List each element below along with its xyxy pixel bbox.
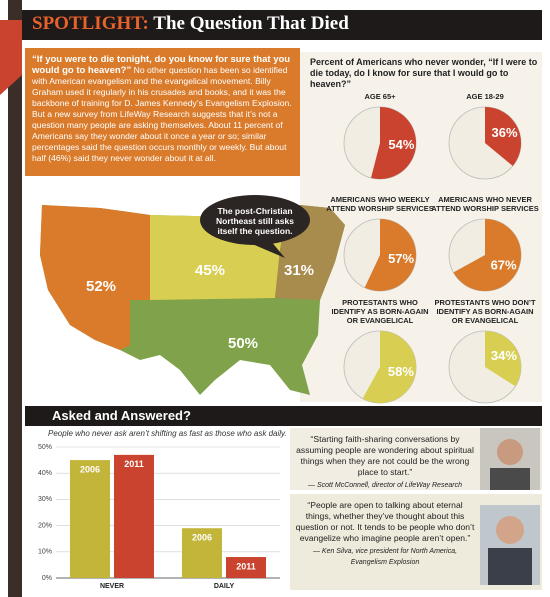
callout-bubble [200, 195, 310, 245]
map-label: 50% [228, 335, 259, 352]
bar-series-label: 2006 [80, 464, 100, 474]
y-tick-label: 40% [38, 470, 52, 477]
bar-series-label: 2011 [124, 459, 144, 469]
pie-slice [371, 107, 416, 179]
y-tick-label: 30% [38, 496, 52, 503]
intro-lead: “If you were to die tonight, do you know… [32, 54, 291, 76]
pie-label: 36% [492, 125, 518, 140]
intro-box [25, 48, 300, 176]
pie-slice [362, 331, 416, 403]
pie-label: 57% [388, 251, 414, 266]
pie-title: AGE 18-29 [466, 92, 504, 101]
pie-title: PROTESTANTS WHO DON’T IDENTIFY AS BORN-A… [434, 298, 536, 325]
quote-text: “People are open to talking about eterna… [295, 500, 475, 543]
photo-face [496, 516, 524, 544]
x-tick-label: NEVER [100, 583, 124, 590]
bar [114, 454, 154, 578]
bar [182, 528, 222, 578]
section-band [25, 406, 542, 426]
header-title: The Question That Died [153, 13, 349, 34]
pie-slice [364, 218, 417, 291]
quote: “People are open to talking about eterna… [295, 500, 475, 568]
map-label: 45% [195, 262, 226, 279]
pies-heading: Percent of Americans who never wonder, “… [310, 57, 538, 89]
pie-slice [485, 107, 521, 166]
chart-subtitle: People who never ask aren’t shifting as … [48, 429, 287, 438]
bar [70, 460, 110, 578]
pie-label: 58% [388, 364, 414, 379]
header-spotlight: SPOTLIGHT: [32, 13, 149, 34]
map-label: 31% [284, 262, 315, 279]
pie-title: AGE 65+ [364, 92, 396, 101]
quote-text: “Starting faith-sharing conversations by… [296, 434, 474, 477]
pie-label: 34% [491, 348, 517, 363]
x-tick-label: DAILY [214, 583, 235, 590]
header: SPOTLIGHT: The Question That Died [32, 13, 349, 35]
map-label: 52% [86, 278, 117, 295]
map-callout: The post-Christian Northeast still asks … [216, 206, 294, 236]
y-tick-label: 0% [42, 575, 52, 582]
side-strip [8, 0, 22, 597]
callout-pointer [250, 240, 285, 258]
y-tick-label: 20% [38, 522, 52, 529]
y-tick-label: 50% [38, 444, 52, 451]
bar-series-label: 2011 [236, 561, 256, 571]
quote-attribution: — Scott McConnell, director of LifeWay R… [308, 482, 462, 489]
photo-body [490, 468, 530, 490]
map-west [40, 205, 150, 350]
pie-label: 67% [491, 257, 517, 272]
quote-attribution: — Ken Silva, vice president for North Am… [312, 548, 458, 566]
photo-body [488, 548, 532, 585]
pie-title: AMERICANS WHO NEVER ATTEND WORSHIP SERVI… [431, 195, 539, 213]
bar [226, 557, 266, 578]
pie-title: AMERICANS WHO WEEKLY ATTEND WORSHIP SERV… [326, 195, 434, 213]
pie-title: PROTESTANTS WHO IDENTIFY AS BORN-AGAIN O… [331, 298, 429, 325]
photo-face [497, 439, 523, 465]
intro: “If you were to die tonight, do you know… [32, 54, 294, 164]
pie-slice [485, 331, 521, 387]
section-title: Asked and Answered? [52, 408, 191, 423]
bar-series-label: 2006 [192, 533, 212, 543]
quote: “Starting faith-sharing conversations by… [295, 434, 475, 491]
side-flag [0, 20, 22, 95]
intro-body: No other question has been so identified… [32, 65, 292, 163]
pie-label: 54% [388, 137, 414, 152]
header-band [22, 10, 542, 40]
pie-slice [453, 219, 521, 291]
y-tick-label: 10% [38, 549, 52, 556]
